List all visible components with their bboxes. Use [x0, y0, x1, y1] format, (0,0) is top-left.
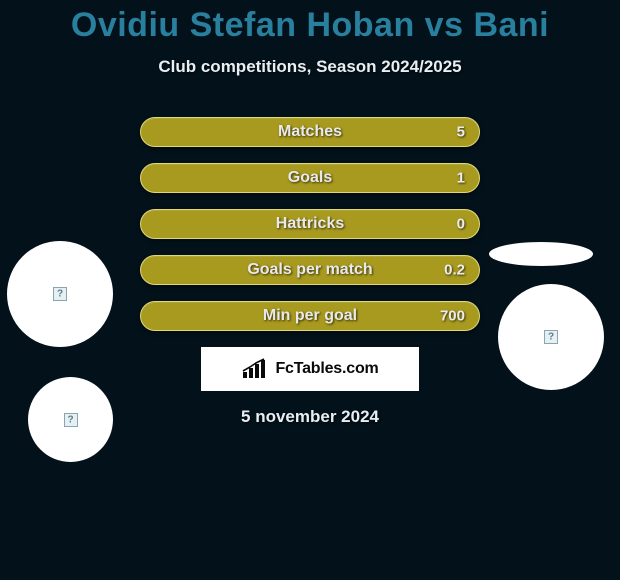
stat-bar-min-per-goal: Min per goal 700: [140, 301, 480, 331]
comparison-stage: Matches 5 Goals 1 Hattricks 0 Goals per …: [0, 117, 620, 427]
stat-label: Hattricks: [276, 215, 344, 233]
stat-value: 0.2: [444, 262, 465, 279]
player-avatar-left-2: [28, 377, 113, 462]
image-placeholder-icon: [53, 287, 67, 301]
stat-bar-hattricks: Hattricks 0: [140, 209, 480, 239]
player-avatar-right-oval: [489, 242, 593, 266]
image-placeholder-icon: [64, 413, 78, 427]
stat-label: Min per goal: [263, 307, 357, 325]
stat-value: 700: [440, 308, 465, 325]
stat-bar-matches: Matches 5: [140, 117, 480, 147]
page-title: Ovidiu Stefan Hoban vs Bani: [0, 0, 620, 45]
brand-box: FcTables.com: [201, 347, 419, 391]
stat-bar-goals: Goals 1: [140, 163, 480, 193]
stat-value: 0: [457, 216, 465, 233]
stat-label: Matches: [278, 123, 342, 141]
brand-text: FcTables.com: [275, 360, 378, 378]
stat-label: Goals: [288, 169, 332, 187]
stat-value: 5: [457, 124, 465, 141]
player-avatar-right-1: [498, 284, 604, 390]
player-avatar-left-1: [7, 241, 113, 347]
image-placeholder-icon: [544, 330, 558, 344]
page-subtitle: Club competitions, Season 2024/2025: [0, 57, 620, 77]
stat-value: 1: [457, 170, 465, 187]
stat-label: Goals per match: [247, 261, 372, 279]
stat-bars: Matches 5 Goals 1 Hattricks 0 Goals per …: [140, 117, 480, 331]
bars-logo-icon: [241, 358, 269, 380]
stat-bar-goals-per-match: Goals per match 0.2: [140, 255, 480, 285]
